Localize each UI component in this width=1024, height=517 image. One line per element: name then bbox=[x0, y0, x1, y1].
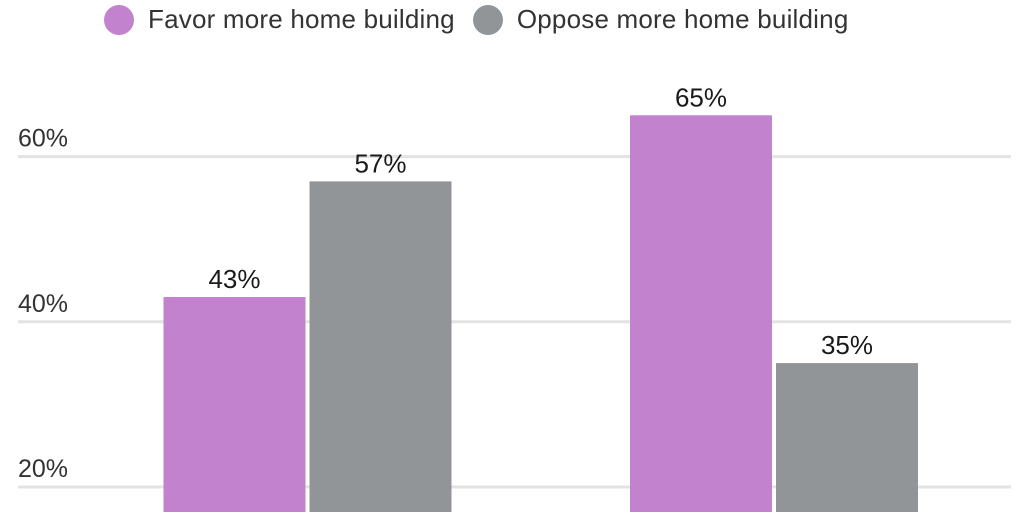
y-tick-label-60: 60% bbox=[18, 125, 68, 153]
data-label-oppose-1: 57% bbox=[354, 148, 406, 178]
y-tick-label-20: 20% bbox=[18, 455, 68, 483]
bar-oppose-1 bbox=[309, 181, 452, 512]
data-label-oppose-2: 35% bbox=[821, 330, 873, 360]
y-tick-label-40: 40% bbox=[18, 290, 68, 318]
bar-oppose-2 bbox=[776, 363, 918, 512]
bar-favor-2 bbox=[630, 115, 772, 513]
legend-swatch-oppose bbox=[472, 4, 503, 35]
legend-item-favor: Favor more home building bbox=[104, 4, 455, 35]
bar-favor-1 bbox=[163, 297, 306, 512]
legend-label-oppose: Oppose more home building bbox=[516, 4, 849, 34]
legend-swatch-favor bbox=[104, 4, 134, 35]
data-label-favor-2: 65% bbox=[675, 82, 727, 112]
data-label-favor-1: 43% bbox=[208, 264, 260, 294]
legend-label-favor: Favor more home building bbox=[148, 4, 455, 34]
legend-item-oppose: Oppose more home building bbox=[472, 4, 849, 35]
legend: Favor more home building Oppose more hom… bbox=[104, 4, 866, 35]
